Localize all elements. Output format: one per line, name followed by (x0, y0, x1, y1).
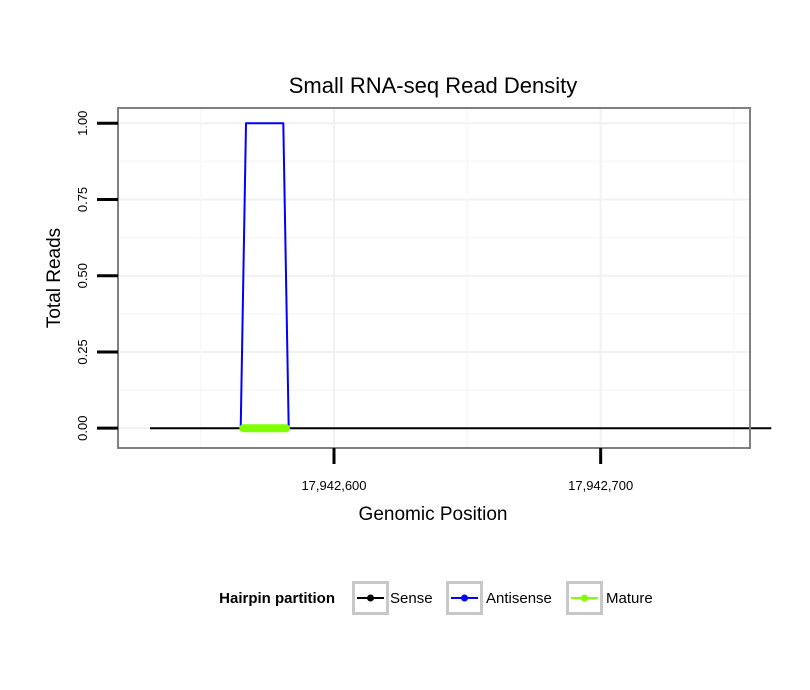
x-axis: 17,942,600 17,942,700 (301, 448, 633, 493)
legend-item-sense: Sense (352, 581, 433, 615)
x-tick-label: 17,942,700 (568, 478, 633, 493)
legend: Hairpin partition Sense Antisense Mature (219, 581, 653, 615)
plot-panel (118, 108, 750, 448)
y-tick-label: 0.00 (75, 416, 90, 441)
plot-area (117, 107, 772, 449)
gridlines (118, 108, 750, 448)
y-tick-label: 0.75 (75, 187, 90, 212)
y-tick-label: 1.00 (75, 111, 90, 136)
series-antisense-line (239, 122, 290, 429)
y-axis-title: Total Reads (44, 228, 65, 328)
legend-title: Hairpin partition (219, 590, 335, 607)
legend-item-mature: Mature (566, 581, 653, 615)
y-tick-label: 0.50 (75, 263, 90, 288)
chart-title: Small RNA-seq Read Density (289, 73, 578, 98)
legend-key-point (461, 594, 468, 602)
x-tick-label: 17,942,600 (301, 478, 366, 493)
series-layer (150, 122, 772, 433)
plot-border (117, 107, 751, 449)
legend-label: Mature (606, 590, 653, 607)
x-axis-title: Genomic Position (359, 504, 508, 525)
legend-key-point (367, 594, 374, 602)
y-axis: 0.00 0.25 0.50 0.75 1.00 (75, 111, 118, 441)
legend-key-point (581, 594, 588, 602)
legend-label: Sense (390, 590, 433, 607)
legend-item-antisense: Antisense (446, 581, 552, 615)
legend-items: Sense Antisense Mature (352, 581, 653, 615)
legend-label: Antisense (486, 590, 552, 607)
y-tick-label: 0.25 (75, 339, 90, 364)
